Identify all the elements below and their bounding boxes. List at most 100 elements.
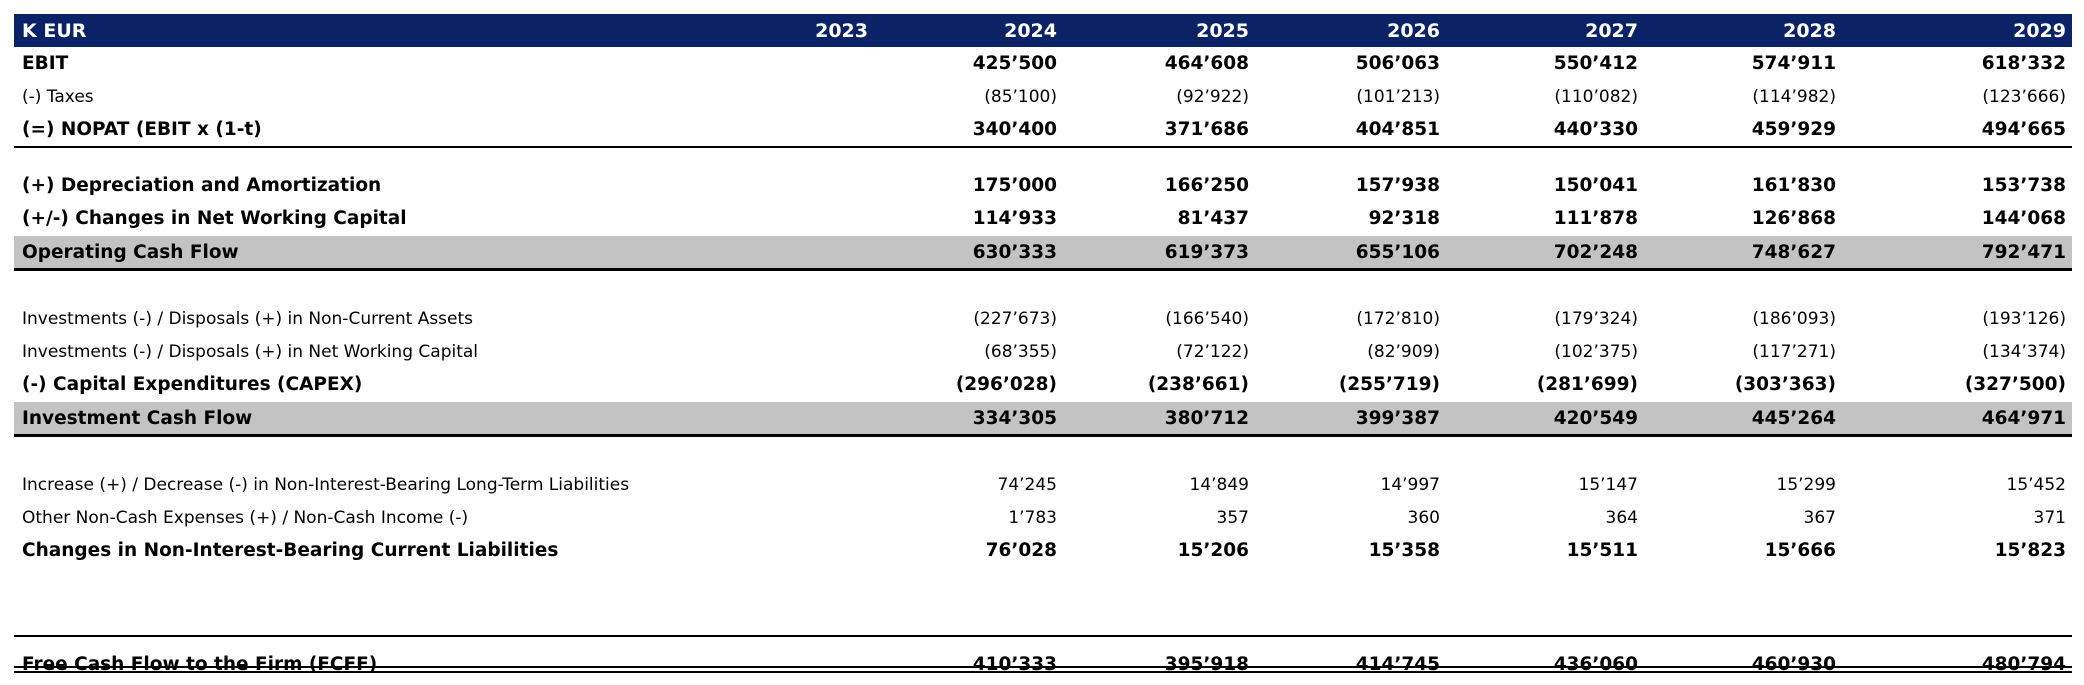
value-cell-2023 [688, 402, 868, 435]
value-cell-2025: (72’122) [1176, 341, 1249, 362]
value-cell-2024: 1’783 [1008, 507, 1057, 528]
row-label: (+/-) Changes in Net Working Capital [22, 208, 407, 229]
value-cell-2026: (172’810) [1356, 308, 1440, 329]
value-cell-2025: 371’686 [1164, 119, 1249, 140]
value-cell-2026: (82’909) [1367, 341, 1440, 362]
row-changes-in-net-working-capital: (+/-) Changes in Net Working Capital 114’… [14, 202, 2072, 235]
row-investments-disposals-in-non-current-assets: Investments (-) / Disposals (+) in Non-C… [14, 302, 2072, 335]
value-cell-2028: 126’868 [1751, 208, 1836, 229]
value-cell-2024: 74’245 [997, 474, 1057, 495]
row-other-non-cash-expenses-non-cash-income: Other Non-Cash Expenses (+) / Non-Cash I… [14, 501, 2072, 534]
value-cell-2027: 550’412 [1553, 53, 1638, 74]
year-header-2029: 2029 [2013, 19, 2066, 42]
row-ebit: EBIT 425’500 464’608 506’063 550’412 574’911 6… [14, 47, 2072, 80]
value-cell-2027: 436’060 [1553, 654, 1638, 675]
divider-line [14, 146, 2072, 148]
value-cell-2023 [688, 236, 868, 269]
value-cell-2024: 76’028 [985, 540, 1057, 561]
row-label: Operating Cash Flow [22, 242, 239, 263]
value-cell-2023 [688, 368, 868, 401]
value-cell-2025: 166’250 [1164, 175, 1249, 196]
value-cell-2023 [688, 169, 868, 202]
year-header-2025: 2025 [1196, 19, 1249, 42]
value-cell-2029: 792’471 [1981, 242, 2066, 263]
divider-line [14, 666, 2072, 668]
value-cell-2023 [688, 80, 868, 113]
value-cell-2026: 506’063 [1355, 53, 1440, 74]
row-label: Increase (+) / Decrease (-) in Non-Inter… [22, 474, 630, 495]
value-cell-2024: 425’500 [972, 53, 1057, 74]
row-label: Free Cash Flow to the Firm (FCFF) [22, 654, 378, 675]
value-cell-2023 [688, 501, 868, 534]
row-free-cash-flow-to-the-firm-fcff: Free Cash Flow to the Firm (FCFF) 410’333… [14, 648, 2072, 681]
value-cell-2025: 14’849 [1189, 474, 1249, 495]
value-cell-2028: (117’271) [1752, 341, 1836, 362]
value-cell-2027: 150’041 [1553, 175, 1638, 196]
value-cell-2026: (255’719) [1338, 374, 1440, 395]
value-cell-2025: 380’712 [1164, 408, 1249, 429]
divider-line [14, 434, 2072, 437]
value-cell-2027: 364 [1605, 507, 1638, 528]
fcff-table: K EUR 2023 2024 2025 2026 2027 2028 2029 EBIT 425… [14, 14, 2072, 675]
value-cell-2029: 15’823 [1994, 540, 2066, 561]
value-cell-2027: (179’324) [1554, 308, 1638, 329]
value-cell-2025: (238’661) [1147, 374, 1249, 395]
value-cell-2023 [688, 335, 868, 368]
value-cell-2029: 371 [2033, 507, 2066, 528]
value-cell-2026: 15’358 [1368, 540, 1440, 561]
divider-line [14, 268, 2072, 271]
value-cell-2029: 480’794 [1981, 654, 2066, 675]
year-header-2023: 2023 [815, 19, 868, 42]
row-label: (-) Taxes [22, 86, 94, 107]
row-label: (-) Capital Expenditures (CAPEX) [22, 374, 363, 395]
value-cell-2026: 14’997 [1380, 474, 1440, 495]
row-label: Investments (-) / Disposals (+) in Net W… [22, 341, 479, 362]
value-cell-2025: 464’608 [1164, 53, 1249, 74]
year-header-2027: 2027 [1585, 19, 1638, 42]
value-cell-2027: 702’248 [1553, 242, 1638, 263]
value-cell-2029: (193’126) [1982, 308, 2066, 329]
value-cell-2026: 360 [1407, 507, 1440, 528]
row-label: Changes in Non-Interest-Bearing Current … [22, 540, 559, 561]
value-cell-2024: (296’028) [955, 374, 1057, 395]
row-increase-decrease-in-non-interest-bearing-long-term-liabilities: Increase (+) / Decrease (-) in Non-Inter… [14, 468, 2072, 501]
value-cell-2028: 15’666 [1764, 540, 1836, 561]
value-cell-2025: 81’437 [1177, 208, 1249, 229]
value-cell-2026: 414’745 [1355, 654, 1440, 675]
row-label: EBIT [22, 53, 69, 74]
value-cell-2023 [688, 47, 868, 80]
value-cell-2027: 15’147 [1578, 474, 1638, 495]
row-operating-cash-flow: Operating Cash Flow 630’333 619’373 655’106… [14, 236, 2072, 269]
value-cell-2025: (92’922) [1176, 86, 1249, 107]
value-cell-2023 [688, 468, 868, 501]
value-cell-2028: 445’264 [1751, 408, 1836, 429]
value-cell-2029: 464’971 [1981, 408, 2066, 429]
value-cell-2026: 399’387 [1355, 408, 1440, 429]
value-cell-2027: (110’082) [1554, 86, 1638, 107]
value-cell-2029: 15’452 [2006, 474, 2066, 495]
value-cell-2026: 157’938 [1355, 175, 1440, 196]
value-cell-2026: 92’318 [1368, 208, 1440, 229]
value-cell-2029: 494’665 [1981, 119, 2066, 140]
value-cell-2029: 618’332 [1981, 53, 2066, 74]
value-cell-2028: (303’363) [1734, 374, 1836, 395]
value-cell-2029: 144’068 [1981, 208, 2066, 229]
value-cell-2028: (114’982) [1752, 86, 1836, 107]
value-cell-2025: 357 [1216, 507, 1249, 528]
value-cell-2025: 15’206 [1177, 540, 1249, 561]
value-cell-2025: (166’540) [1165, 308, 1249, 329]
value-cell-2027: (102’375) [1554, 341, 1638, 362]
value-cell-2029: (327’500) [1964, 374, 2066, 395]
value-cell-2029: 153’738 [1981, 175, 2066, 196]
row-taxes: (-) Taxes (85’100) (92’922) (101’213) (110’0… [14, 80, 2072, 113]
value-cell-2023 [688, 648, 868, 681]
year-header-2028: 2028 [1783, 19, 1836, 42]
value-cell-2023 [688, 113, 868, 146]
value-cell-2024: (68’355) [984, 341, 1057, 362]
row-nopat-ebit-x-1-t: (=) NOPAT (EBIT x (1-t) 340’400 371’686 404… [14, 113, 2072, 146]
value-cell-2026: 655’106 [1355, 242, 1440, 263]
value-cell-2028: 459’929 [1751, 119, 1836, 140]
value-cell-2028: 15’299 [1776, 474, 1836, 495]
value-cell-2023 [688, 534, 868, 567]
value-cell-2024: (85’100) [984, 86, 1057, 107]
